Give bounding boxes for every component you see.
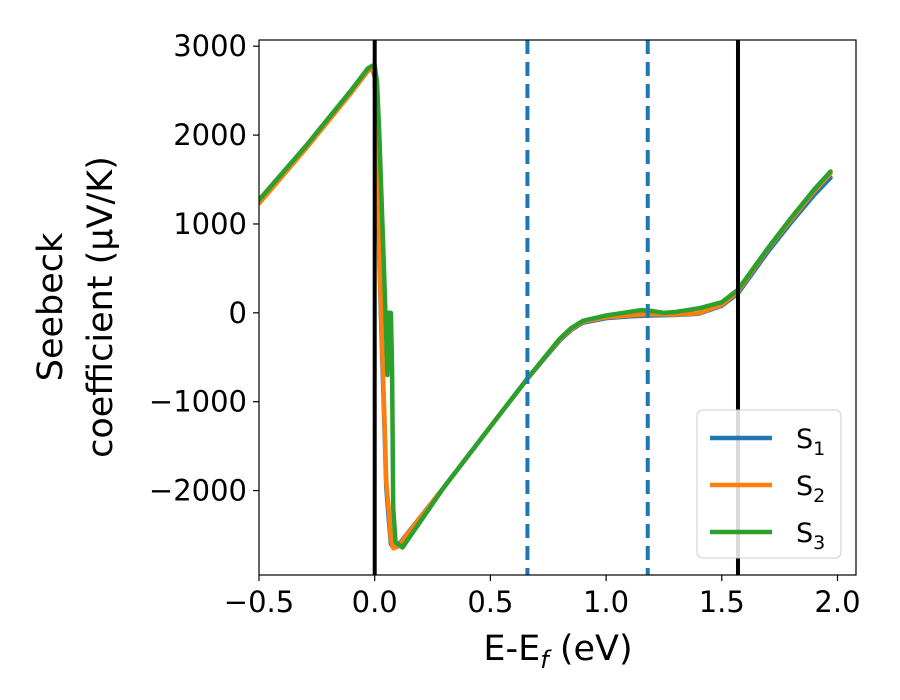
x-axis-title: E-Ef (eV)	[483, 629, 632, 674]
x-tick-label: −0.5	[224, 585, 294, 619]
y-axis-title-line1: Seebeck	[31, 232, 71, 381]
y-tick-label: 0	[229, 296, 247, 330]
y-tick-label: 1000	[173, 207, 247, 241]
y-tick-label: 3000	[173, 29, 247, 63]
x-axis-title-unit: (eV)	[549, 629, 633, 669]
x-tick-label: 1.5	[699, 585, 745, 619]
x-tick-label: 2.0	[814, 585, 860, 619]
y-axis-title-line2: coefficient (μV/K)	[81, 156, 121, 458]
legend-label-s1: S1	[796, 424, 825, 460]
plot-frame	[258, 39, 857, 576]
legend: S1 S2 S3	[696, 409, 842, 559]
y-tick-label: −1000	[149, 385, 247, 419]
legend-label-s3: S3	[796, 518, 825, 554]
plot-area: −0.5 0.0 0.5 1.0 1.5 2.0 −2000 −1000 0 1000 2000 30…	[149, 29, 861, 619]
series-line-s3	[259, 63, 833, 550]
plot-content	[259, 40, 833, 575]
y-tick-label: −2000	[149, 474, 247, 508]
x-tick-label: 0.0	[352, 585, 398, 619]
y-tick-label: 2000	[173, 118, 247, 152]
x-axis-title-main: E-E	[483, 629, 540, 669]
x-tick-label: 1.0	[583, 585, 629, 619]
x-tick-label: 0.5	[467, 585, 513, 619]
legend-label-s2: S2	[796, 471, 825, 507]
